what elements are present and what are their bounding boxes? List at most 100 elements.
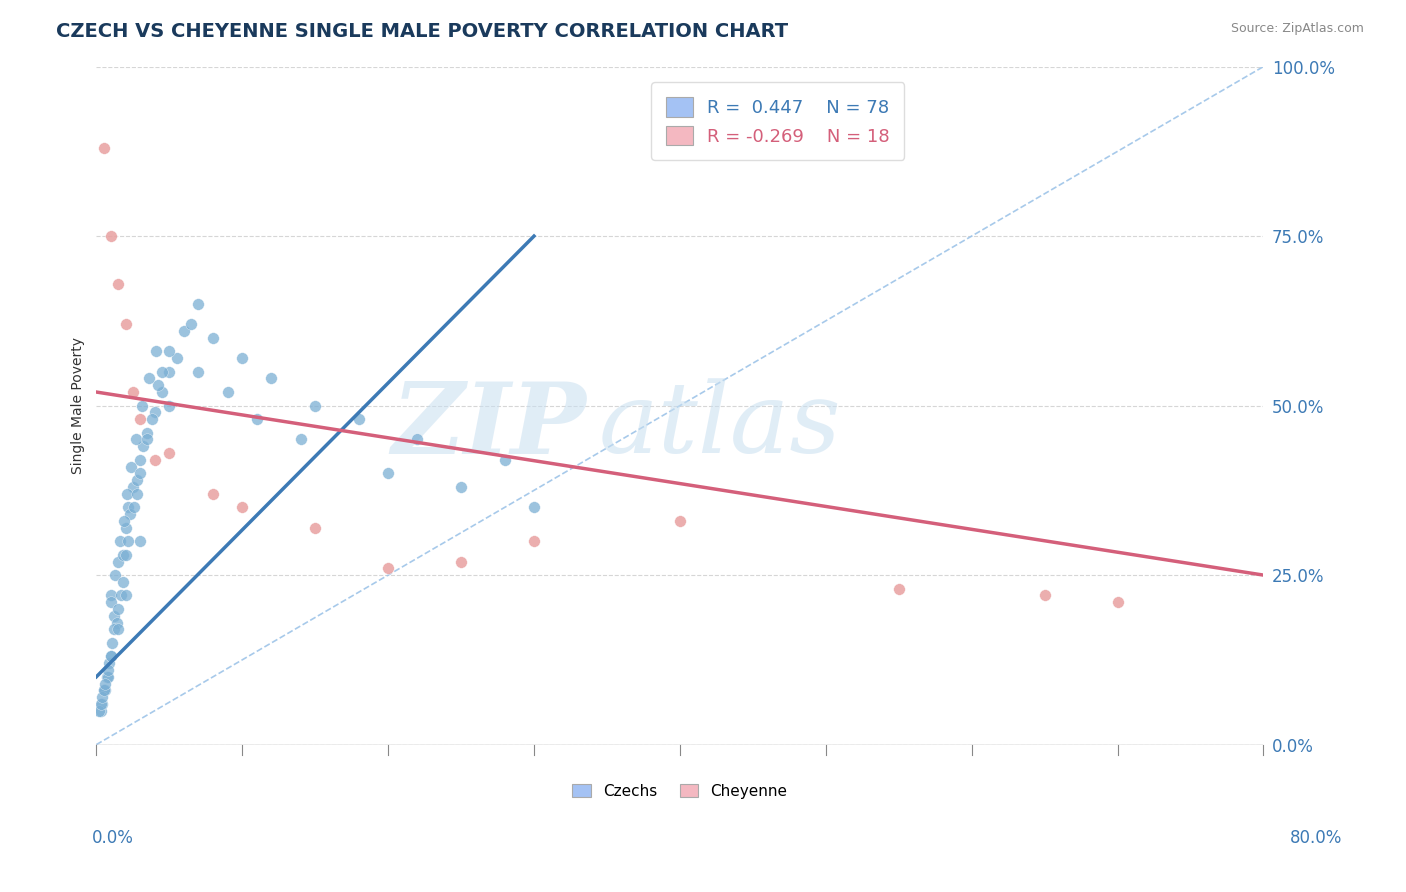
Point [150,385,173,400]
Point [97,663,120,677]
Point [93,683,115,698]
Point [125,433,148,447]
Text: Source: ZipAtlas.com: Source: ZipAtlas.com [1230,22,1364,36]
Point [100,589,122,603]
Text: atlas: atlas [598,378,841,474]
Point [89,704,111,718]
Point [107,555,129,569]
Point [114,589,136,603]
Point [187,365,209,379]
Point [107,277,129,291]
Point [112,514,135,528]
Point [127,487,149,501]
Point [136,433,159,447]
Point [406,433,429,447]
Point [129,412,152,426]
Text: CZECH VS CHEYENNE SINGLE MALE POVERTY CORRELATION CHART: CZECH VS CHEYENNE SINGLE MALE POVERTY CO… [56,22,789,41]
Point [260,371,283,385]
Point [180,317,202,331]
Point [124,500,146,515]
Point [202,487,225,501]
Point [110,589,132,603]
Point [96,670,118,684]
Point [157,446,180,460]
Point [136,425,159,440]
Point [121,385,143,400]
Text: ZIP: ZIP [391,377,586,475]
Point [100,649,122,664]
Point [231,351,253,365]
Point [187,297,209,311]
Point [129,534,152,549]
Point [121,480,143,494]
Point [138,371,160,385]
Point [347,412,370,426]
Point [103,623,125,637]
Point [143,453,166,467]
Point [100,595,122,609]
Point [523,500,546,515]
Point [107,623,129,637]
Point [145,344,167,359]
Point [141,412,163,426]
Text: 80.0%: 80.0% [1291,829,1343,847]
Point [290,433,312,447]
Point [90,704,112,718]
Point [450,480,472,494]
Point [150,365,173,379]
Point [494,453,516,467]
Point [217,385,239,400]
Point [246,412,269,426]
Point [114,521,136,535]
Point [98,657,121,671]
Point [304,399,326,413]
Point [231,500,253,515]
Point [523,534,546,549]
Point [202,331,225,345]
Point [132,439,155,453]
Point [146,378,169,392]
Point [377,467,399,481]
Point [91,697,114,711]
Point [118,507,141,521]
Point [91,690,114,705]
Point [157,344,180,359]
Point [887,582,910,596]
Point [131,399,153,413]
Point [450,555,472,569]
Point [166,351,188,365]
Point [97,670,120,684]
Point [157,365,180,379]
Point [115,487,138,501]
Point [157,399,180,413]
Point [129,453,152,467]
Point [100,229,122,244]
Point [143,405,166,419]
Point [104,568,127,582]
Point [304,521,326,535]
Point [105,615,128,630]
Point [669,514,692,528]
Point [93,141,115,155]
Point [111,548,134,562]
Legend: Czechs, Cheyenne: Czechs, Cheyenne [567,778,793,805]
Point [377,561,399,575]
Text: 0.0%: 0.0% [91,829,134,847]
Point [94,676,117,690]
Point [1033,589,1056,603]
Point [1107,595,1129,609]
Point [93,683,115,698]
Point [129,467,152,481]
Point [114,548,136,562]
Point [101,636,124,650]
Point [114,317,136,331]
Y-axis label: Single Male Poverty: Single Male Poverty [72,337,86,474]
Point [94,683,117,698]
Point [108,534,131,549]
Point [90,697,112,711]
Point [100,649,122,664]
Point [117,534,139,549]
Point [107,602,129,616]
Point [173,324,195,338]
Point [111,574,134,589]
